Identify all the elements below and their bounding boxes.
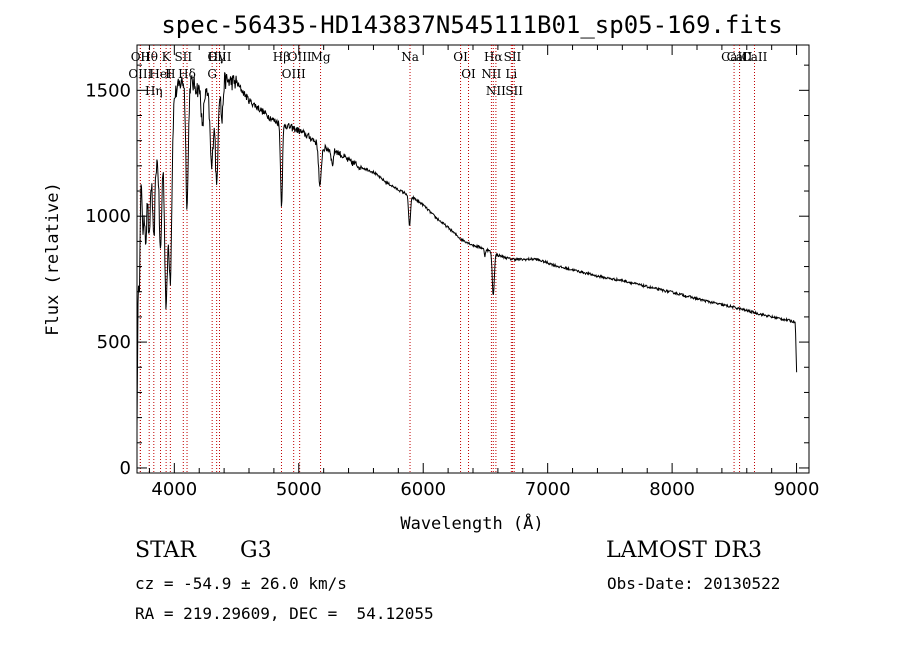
line-label-26: CaII (721, 50, 747, 64)
coordinates-readout: RA = 219.29609, DEC = 54.12055 (135, 604, 434, 623)
x-tick-label-9000: 9000 (774, 479, 820, 500)
line-label-2: OIII (128, 67, 152, 81)
x-axis-label: Wavelength (Å) (400, 512, 543, 534)
x-tick-label-8000: 8000 (649, 479, 695, 500)
object-class: STAR (135, 538, 196, 563)
line-label-16: Na (401, 50, 419, 64)
line-label-22: SII (504, 50, 522, 64)
line-label-17: OI (453, 50, 468, 64)
line-label-27: CaII (742, 50, 768, 64)
line-label-1: OII (131, 50, 151, 64)
line-label-8: Hδ (178, 67, 196, 81)
y-axis-label: Flux (relative) (43, 182, 63, 336)
object-subclass: G3 (240, 538, 272, 563)
line-label-21: NII (486, 84, 506, 98)
spectral-line-markers (139, 45, 755, 473)
line-label-0: Hθ (140, 50, 158, 64)
line-label-10: Hγ (208, 50, 226, 64)
line-label-18: OI (461, 67, 476, 81)
x-tick-label-4000: 4000 (151, 479, 197, 500)
line-label-24: SII (505, 84, 523, 98)
y-tick-label-1000: 1000 (85, 206, 131, 227)
line-label-9: OIII (207, 50, 231, 64)
line-label-25: CaII (727, 50, 753, 64)
x-tick-label-6000: 6000 (400, 479, 446, 500)
chart-title: spec-56435-HD143837N545111B01_sp05-169.f… (161, 11, 782, 39)
line-label-12: OIII (288, 50, 312, 64)
y-tick-label-0: 0 (120, 458, 131, 479)
x-tick-label-7000: 7000 (525, 479, 571, 500)
observation-date: Obs-Date: 20130522 (607, 574, 781, 593)
line-label-19: Hα (484, 50, 503, 64)
y-tick-label-1500: 1500 (85, 80, 131, 101)
line-label-11: G (207, 67, 217, 81)
line-label-4: HeI (149, 67, 172, 81)
x-tick-label-5000: 5000 (276, 479, 322, 500)
axis-ticks: 4000 5000 6000 7000 8000 9000 0 500 1000 1500 (85, 45, 819, 500)
line-label-6: SII (174, 50, 192, 64)
line-label-7: H (165, 67, 175, 81)
line-label-20: NII (481, 67, 501, 81)
line-label-5: Hη (145, 84, 163, 98)
line-label-23: Li (505, 67, 517, 81)
line-label-3: K (162, 50, 172, 64)
line-label-13: OIII (282, 67, 306, 81)
y-tick-label-500: 500 (97, 332, 131, 353)
line-label-15: Mg (311, 50, 331, 64)
redshift-readout: cz = -54.9 ± 26.0 km/s (135, 574, 347, 593)
plot-frame (136, 44, 810, 474)
survey-name: LAMOST DR3 (606, 538, 762, 563)
spectrum-series (136, 72, 798, 429)
line-label-14: Hβ (273, 50, 290, 64)
